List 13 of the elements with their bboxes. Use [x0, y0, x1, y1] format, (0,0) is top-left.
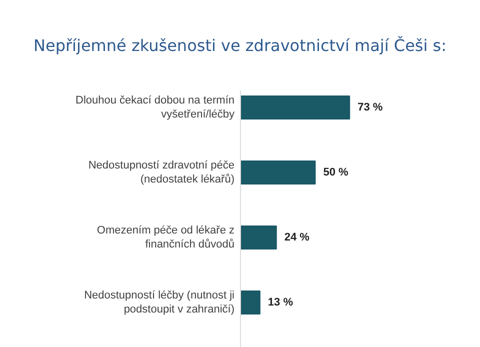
bar [240, 290, 260, 314]
y-tick-label: Omezením péče od lékaře z finančních důvodů [96, 224, 235, 250]
data-label: 50 % [323, 166, 349, 178]
bar [240, 96, 350, 120]
y-tick-label: Dlouhou čekací dobou na termín vyšetření/léčby [76, 94, 235, 120]
data-label: 24 % [284, 232, 310, 244]
chart-title: Nepříjemné zkušenosti ve zdravotnictví mají Češi s: [34, 36, 446, 55]
bar [240, 226, 277, 250]
y-tick-label: Nedostupností zdravotní péče (nedostatek lékařů) [88, 160, 235, 186]
data-label: 13 % [268, 296, 294, 308]
y-tick-label: Nedostupností léčby (nutnost ji podstoupit v zahraničí) [84, 290, 235, 316]
bar [240, 160, 316, 184]
data-label: 73 % [358, 102, 383, 114]
